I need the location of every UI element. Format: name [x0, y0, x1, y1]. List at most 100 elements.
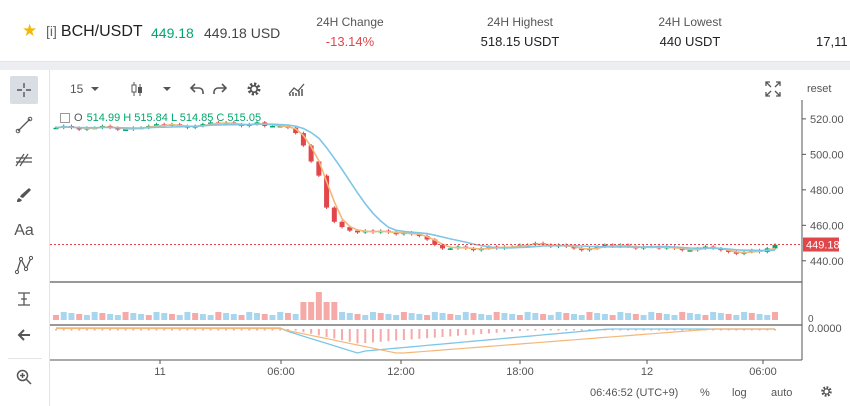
macd-histogram-bar: [78, 329, 81, 331]
trend-line-icon[interactable]: [11, 112, 37, 138]
auto-toggle[interactable]: auto: [771, 387, 793, 399]
candle-body: [115, 127, 121, 130]
chevron-down-icon[interactable]: [162, 80, 172, 98]
volume-bar: [741, 312, 748, 320]
candle-body: [440, 244, 446, 249]
brush-icon[interactable]: [11, 182, 37, 208]
macd-histogram-bar: [743, 329, 746, 331]
macd-histogram-bar: [727, 329, 730, 331]
volume-bar: [686, 313, 693, 320]
macd-histogram-bar: [681, 329, 684, 331]
interval-select[interactable]: 15: [70, 82, 84, 96]
candle-body: [749, 250, 755, 252]
ohlc-legend: O 514.99 H 515.84 L 514.85 C 515.05: [60, 112, 261, 124]
text-tool-icon[interactable]: Aa: [14, 222, 34, 239]
stat-value: 518.15 USDT: [480, 34, 560, 49]
volume-bar: [447, 314, 454, 320]
macd-histogram-bar: [565, 329, 568, 331]
volume-bar: [563, 313, 570, 320]
macd-histogram-bar: [627, 329, 630, 331]
macd-histogram-bar: [464, 329, 467, 336]
fib-retracement-icon[interactable]: [11, 146, 37, 172]
volume-bar: [710, 312, 717, 320]
stat-value: -13.14%: [325, 34, 375, 49]
candle-body: [571, 246, 577, 249]
fullscreen-icon[interactable]: [765, 80, 781, 98]
arrow-left-icon[interactable]: [11, 322, 37, 348]
redo-icon[interactable]: [212, 80, 228, 98]
gear-icon[interactable]: [246, 80, 262, 98]
volume-bar: [122, 312, 129, 320]
macd-histogram-bar: [186, 329, 189, 331]
macd-histogram-bar: [379, 329, 382, 342]
indicators-icon[interactable]: [288, 80, 306, 98]
pair-title: [i] BCH/USDT: [46, 23, 143, 41]
star-icon[interactable]: ★: [22, 21, 38, 40]
macd-histogram-bar: [588, 329, 591, 331]
macd-histogram-bar: [766, 329, 769, 331]
volume-bar: [215, 312, 222, 320]
macd-histogram-bar: [356, 329, 359, 344]
macd-histogram-bar: [209, 329, 212, 331]
price-axis-tick: 460.00: [810, 220, 844, 232]
zoom-in-icon[interactable]: [11, 364, 37, 390]
candle-body: [355, 230, 361, 233]
macd-histogram-bar: [286, 329, 289, 331]
legend-open-label: O: [74, 112, 83, 124]
price-axis-tick: 440.00: [810, 256, 844, 268]
candle-style-icon[interactable]: [130, 80, 144, 98]
candle-body: [772, 244, 778, 249]
time-axis-tick: 18:00: [506, 366, 534, 378]
chart-footer: 06:46:52 (UTC+9) % log auto: [50, 382, 850, 406]
last-price-usd: 449.18 USD: [204, 25, 281, 41]
macd-histogram-bar: [333, 329, 336, 339]
candle-body: [123, 129, 129, 132]
macd-histogram-bar: [441, 329, 444, 337]
macd-histogram-bar: [480, 329, 483, 334]
volume-bar: [377, 313, 384, 320]
percent-toggle[interactable]: %: [700, 387, 710, 399]
macd-histogram-bar: [132, 329, 135, 331]
macd-histogram-bar: [410, 329, 413, 340]
measure-icon[interactable]: [11, 286, 37, 312]
stat-label: 24H Change: [316, 15, 384, 29]
macd-signal-line: [56, 327, 775, 354]
volume-bar: [339, 312, 346, 320]
macd-histogram-bar: [426, 329, 429, 339]
volume-bar: [238, 315, 245, 320]
volume-bar: [679, 312, 686, 320]
log-toggle[interactable]: log: [732, 387, 747, 399]
volume-bar: [385, 314, 392, 320]
macd-histogram-bar: [611, 329, 614, 331]
gear-icon[interactable]: [820, 385, 833, 401]
legend-ohlc-values: 514.99 H 515.84 L 514.85 C 515.05: [86, 112, 262, 124]
macd-histogram-bar: [503, 329, 506, 333]
macd-histogram-bar: [371, 329, 374, 343]
candle-body: [447, 248, 453, 250]
stat-label: [816, 15, 850, 32]
volume-bar: [632, 314, 639, 320]
macd-histogram-bar: [93, 329, 96, 331]
volume-bar: [478, 314, 485, 320]
crosshair-icon[interactable]: [10, 76, 38, 104]
volume-bar: [501, 313, 508, 320]
candle-body: [416, 234, 422, 236]
undo-icon[interactable]: [189, 80, 205, 98]
legend-toggle[interactable]: [60, 113, 70, 123]
pattern-icon[interactable]: [11, 252, 37, 278]
macd-histogram-bar: [194, 329, 197, 331]
macd-histogram-bar: [62, 329, 65, 331]
macd-histogram-bar: [774, 329, 776, 331]
macd-histogram-bar: [201, 329, 204, 331]
candle-body: [579, 248, 585, 251]
macd-histogram-bar: [341, 329, 344, 341]
reset-button[interactable]: reset: [807, 83, 832, 95]
pair-tag: [i]: [46, 23, 57, 39]
candle-body: [324, 175, 330, 208]
time-axis-tick: 06:00: [749, 366, 777, 378]
macd-histogram-bar: [580, 329, 583, 331]
macd-histogram-bar: [549, 329, 552, 331]
volume-bar: [772, 312, 778, 320]
chevron-down-icon[interactable]: [90, 80, 100, 98]
